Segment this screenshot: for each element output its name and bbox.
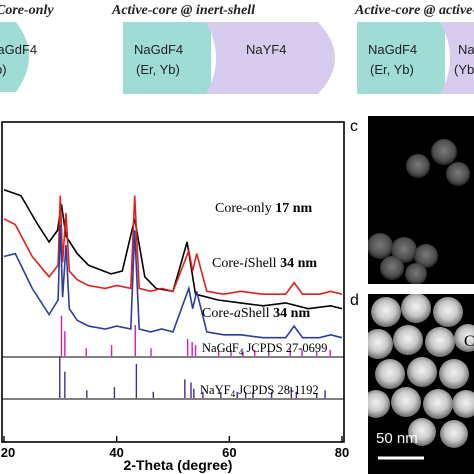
- inert-core: [123, 22, 211, 94]
- series-line-core-ishell: [3, 195, 343, 296]
- plot-frame: [1, 121, 345, 443]
- active-core: [357, 22, 445, 94]
- legend-core-ishell: Core-iShell 34 nm: [212, 256, 317, 271]
- inert-shell-material: NaYF4: [246, 42, 286, 57]
- tem-image-c: [368, 116, 474, 284]
- legend-core-only: Core-only 17 nm: [215, 201, 313, 216]
- x-tick-label: 40: [109, 445, 123, 460]
- active-shell-dopants: (Yb): [454, 62, 474, 77]
- core-only-material: NaGdF4: [0, 42, 37, 57]
- panel-letter-c: c: [350, 118, 358, 135]
- label-core-only: Core-only: [0, 3, 54, 18]
- scale-bar-label: 50 nm: [376, 430, 418, 447]
- tem-image-d: C: [368, 294, 474, 474]
- core-only-particle: [0, 22, 29, 92]
- x-tick-label: 60: [222, 445, 236, 460]
- core-only-dopants: (Yb): [0, 62, 7, 77]
- schematic-panel: Core-only Active-core @ inert-shell Acti…: [0, 3, 474, 94]
- tem-inset-letter: C: [464, 333, 474, 350]
- x-tick-label: 20: [1, 445, 15, 460]
- legend-nayf4: NaYF4 JCPDS 28-1192: [200, 383, 319, 399]
- series-line-core-only: [3, 189, 343, 310]
- inert-shell: [206, 22, 335, 94]
- x-tick-label: 80: [335, 445, 349, 460]
- label-active-shell: Active-core @ active-shell: [354, 3, 474, 18]
- inert-core-dopants: (Er, Yb): [136, 62, 180, 77]
- panel-letter-d: d: [350, 292, 359, 309]
- active-shell: [440, 22, 474, 94]
- tick-layer: 20 40 60 80: [1, 436, 349, 460]
- legend-core-ashell: Core-aShell 34 nm: [202, 306, 310, 321]
- x-axis-label: 2-Theta (degree): [124, 457, 233, 473]
- series-line-core-ashell: [3, 224, 343, 339]
- label-inert-shell: Active-core @ inert-shell: [111, 3, 255, 18]
- inert-core-material: NaGdF4: [134, 42, 183, 57]
- legend-nagdf4: NaGdF4 JCPDS 27-0699: [202, 341, 327, 357]
- active-core-material: NaGdF4: [368, 42, 417, 57]
- xrd-chart: 20 40 60 80 Core-only 17 nm Core-iShell 34 …: [1, 121, 349, 473]
- series-layer: [3, 189, 343, 398]
- active-core-dopants: (Er, Yb): [370, 62, 414, 77]
- active-shell-material: NaYF4: [458, 42, 474, 57]
